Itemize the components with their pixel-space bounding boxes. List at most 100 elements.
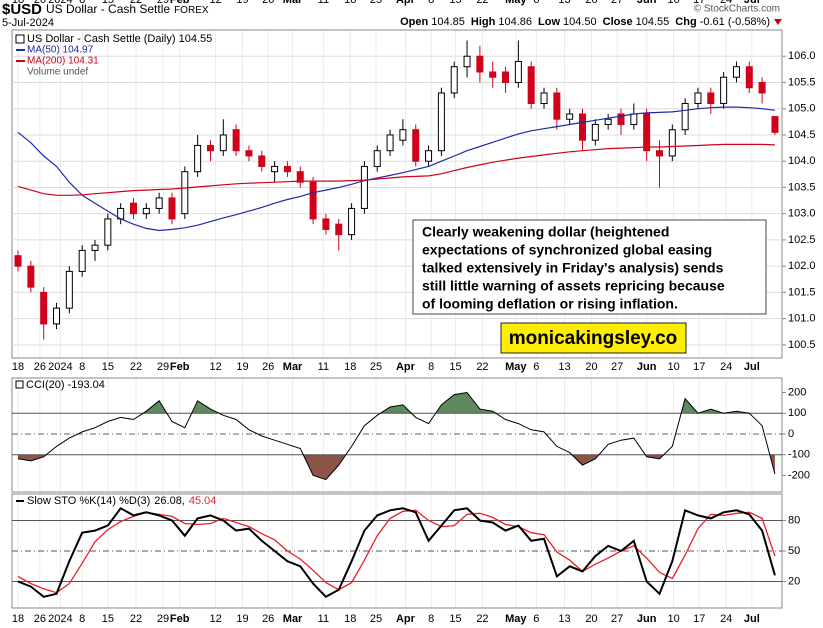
candle-body [758, 81, 766, 94]
candle-body [771, 116, 779, 133]
candle-body [40, 291, 48, 325]
candle-body [655, 150, 663, 157]
symbol: $USD [2, 1, 42, 18]
candle-body [232, 129, 240, 152]
x-tick-label: 15 [102, 0, 114, 6]
x-tick-label: 10 [667, 613, 679, 625]
cci-fill [18, 454, 775, 480]
panel-frame [11, 29, 783, 359]
x-tick-label: 6 [533, 0, 539, 6]
line [17, 106, 775, 232]
y-tick-label: 104.0 [788, 155, 816, 167]
x-tick-label: Feb [170, 613, 190, 625]
candle-body [540, 92, 548, 104]
candle-body [386, 134, 394, 152]
y-tick-label: 104.5 [788, 129, 816, 141]
candle-body [206, 144, 214, 152]
candle-body [78, 249, 86, 272]
candle-body [617, 113, 625, 125]
candle-body [65, 270, 73, 309]
y-tick-label: 102.0 [788, 260, 816, 272]
candle-body [322, 218, 330, 230]
x-tick-label: Jul [744, 0, 760, 6]
legend-label: MA(200) 104.31 [27, 56, 99, 67]
x-tick-label: 6 [533, 613, 539, 625]
candle-body [27, 265, 35, 288]
x-tick-label: 19 [236, 613, 248, 625]
x-tick-label: 8 [79, 361, 85, 373]
x-tick-label: 18 [344, 361, 356, 373]
x-tick-label: 2024 [48, 0, 72, 6]
x-tick-label: 17 [693, 0, 705, 6]
x-tick-label: 20 [585, 0, 597, 6]
candle-body [707, 92, 715, 104]
quote-label: Chg [675, 16, 696, 28]
x-tick-label: May [505, 361, 527, 373]
candle-body [373, 150, 381, 167]
x-tick-label: 15 [102, 361, 114, 373]
x-tick-label: Mar [283, 361, 303, 373]
quote-label: Close [603, 16, 633, 28]
y-tick-label: 105.0 [788, 103, 816, 115]
y-tick-label: 103.0 [788, 208, 816, 220]
x-tick-label: 10 [667, 0, 679, 6]
annotation-box [412, 219, 767, 315]
x-tick-label: 22 [476, 361, 488, 373]
quote-label: High [471, 16, 496, 28]
candle-body [553, 92, 561, 120]
candle-body [283, 165, 291, 173]
x-tick-label: 13 [558, 361, 570, 373]
panel-title: CCI(20) -193.04 [26, 379, 105, 391]
candle-body [630, 113, 638, 125]
x-tick-label: Feb [170, 0, 190, 6]
x-tick-label: 27 [611, 361, 623, 373]
panel-frame [11, 377, 783, 493]
x-tick-label: 2024 [48, 361, 72, 373]
candle-body [437, 92, 445, 152]
y-tick-label: 102.5 [788, 234, 816, 246]
candle-body [579, 113, 587, 141]
x-tick-label: 26 [34, 0, 46, 6]
x-tick-label: 20 [585, 613, 597, 625]
candle-body [527, 66, 535, 104]
y-tick-label: 20 [788, 575, 800, 587]
y-tick-label: -200 [788, 469, 810, 481]
candle-body [245, 150, 253, 157]
legend-label: MA(50) 104.97 [27, 45, 94, 56]
candle-body [155, 197, 163, 209]
candle-body [502, 71, 510, 83]
header: $USD US Dollar - Cash Settle FOREX [2, 1, 209, 18]
x-tick-label: 24 [720, 613, 732, 625]
quote-label: Open [400, 16, 428, 28]
volume-label: Volume undef [27, 67, 88, 78]
x-tick-label: 12 [209, 0, 221, 6]
candle-body [668, 129, 676, 157]
legend-label: US Dollar - Cash Settle (Daily) 104.55 [27, 33, 212, 45]
x-tick-label: 8 [428, 613, 434, 625]
candle-body [129, 202, 137, 215]
x-tick-label: 25 [370, 613, 382, 625]
x-tick-label: 29 [157, 0, 169, 6]
date: 5-Jul-2024 [2, 17, 54, 29]
title-text: Slow STO %K(14) %D(3) [27, 495, 150, 507]
cci-fill [18, 392, 775, 414]
legend-icon [15, 34, 25, 44]
x-tick-label: Mar [283, 0, 303, 6]
legend-label: 45.04 [189, 495, 217, 507]
link-text[interactable]: monicakingsley.co [509, 328, 678, 349]
x-tick-label: 2024 [48, 613, 72, 625]
x-tick-label: 26 [262, 361, 274, 373]
x-tick-label: 15 [449, 0, 461, 6]
x-tick-label: 29 [157, 613, 169, 625]
x-tick-label: 26 [262, 613, 274, 625]
candle-body [694, 92, 702, 104]
y-tick-label: 105.5 [788, 76, 816, 88]
x-tick-label: 25 [370, 361, 382, 373]
x-tick-label: Apr [396, 613, 416, 625]
candle-body [412, 129, 420, 162]
quote-value: 104.50 [563, 16, 597, 28]
candle-body [296, 171, 304, 183]
x-tick-label: 18 [344, 0, 356, 6]
candle-body [168, 197, 176, 220]
